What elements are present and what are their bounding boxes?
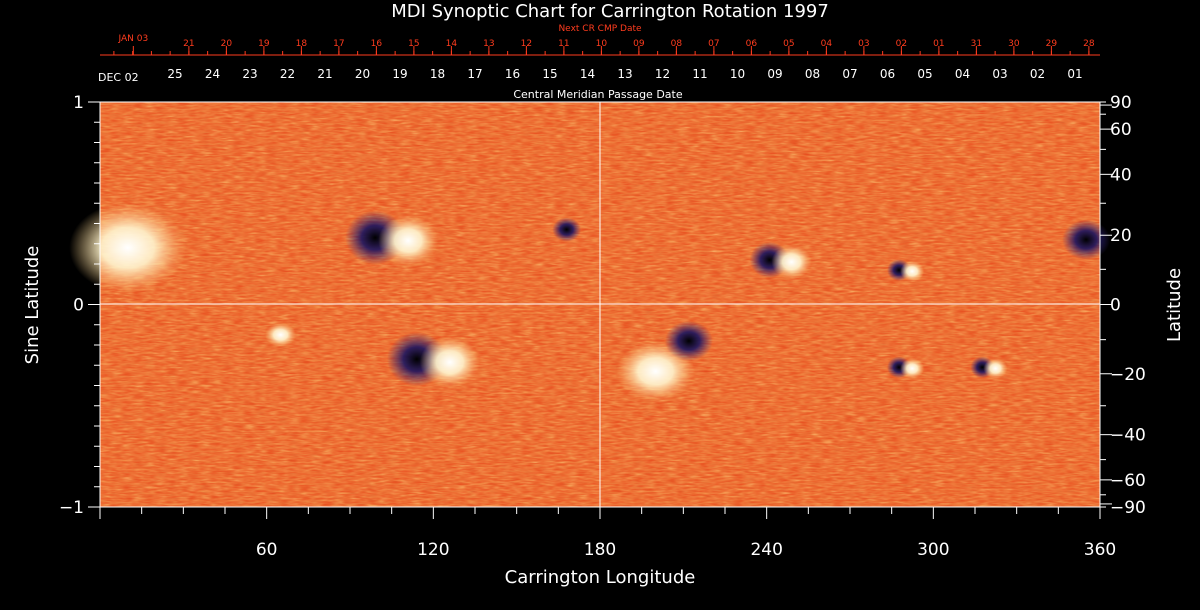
next-cr-date-label: 13 — [483, 39, 494, 49]
next-cr-date-label: 19 — [258, 39, 270, 49]
x-tick-label: 300 — [917, 540, 949, 560]
cmp-date-label: 17 — [467, 67, 482, 81]
next-cr-date-label: 15 — [408, 39, 419, 49]
next-cr-date-label: 06 — [746, 39, 758, 49]
cmp-date-label: 02 — [1030, 67, 1045, 81]
next-cr-date-label: 18 — [296, 39, 308, 49]
x-tick-label: 60 — [256, 540, 278, 560]
cmp-date-label: 14 — [580, 67, 595, 81]
cmp-axis-title: Central Meridian Passage Date — [513, 88, 682, 101]
active-region — [69, 202, 187, 293]
y-tick-label: 1 — [73, 93, 84, 113]
lat-tick-label: −20 — [1110, 365, 1146, 385]
next-cr-date-label: 08 — [671, 39, 683, 49]
cmp-date-label: 05 — [917, 67, 932, 81]
lat-tick-label: 40 — [1110, 165, 1132, 185]
y-axis-left: 1 0 −1 — [59, 93, 100, 518]
x-tick-label: 180 — [584, 540, 616, 560]
x-axis: 60 120 180 240 300 360 — [99, 507, 1116, 560]
next-cr-date-label: 11 — [558, 39, 569, 49]
x-tick-label: 360 — [1084, 540, 1116, 560]
cmp-date-label: 24 — [205, 67, 220, 81]
y-axis-right: 90 60 40 20 0 −20 −40 −60 −90 — [1100, 93, 1146, 518]
active-region — [264, 322, 297, 347]
next-cr-start-label: JAN 03 — [117, 34, 148, 44]
next-cr-date-label: 29 — [1046, 39, 1058, 49]
next-cr-date-label: 10 — [596, 39, 608, 49]
next-cr-date-label: 20 — [221, 39, 233, 49]
cmp-date-label: 19 — [392, 67, 407, 81]
cmp-date-label: 04 — [955, 67, 970, 81]
cmp-date-label: 08 — [805, 67, 820, 81]
lat-tick-label: 60 — [1110, 120, 1132, 140]
magnetogram-plot — [69, 101, 1111, 508]
next-cr-date-label: 16 — [371, 39, 383, 49]
next-cr-date-label: 02 — [896, 39, 907, 49]
cmp-date-label: 09 — [767, 67, 782, 81]
active-region — [970, 356, 1008, 379]
next-cr-date-label: 30 — [1008, 39, 1020, 49]
next-cr-date-axis: JAN 03 21 20 19 18 17 16 15 14 13 12 11 10 09 08 07 06 05… — [100, 34, 1100, 56]
lat-tick-label: −60 — [1110, 471, 1146, 491]
y-tick-label: −1 — [59, 498, 84, 518]
active-region — [386, 332, 480, 388]
x-tick-label: 240 — [750, 540, 782, 560]
y-tick-label: 0 — [73, 296, 84, 316]
active-region — [345, 210, 439, 267]
cmp-date-label: 03 — [992, 67, 1007, 81]
cmp-date-label: 18 — [430, 67, 445, 81]
next-cr-date-label: 01 — [933, 39, 944, 49]
cmp-date-label: 01 — [1067, 67, 1082, 81]
next-cr-date-label: 28 — [1083, 39, 1095, 49]
cmp-date-label: 10 — [730, 67, 745, 81]
next-cr-date-label: 17 — [333, 39, 344, 49]
next-cr-date-label: 31 — [971, 39, 982, 49]
active-region — [1062, 219, 1111, 260]
active-region — [664, 320, 713, 361]
next-cr-date-label: 21 — [183, 39, 194, 49]
lat-tick-label: 0 — [1110, 296, 1121, 316]
next-cr-date-label: 09 — [633, 39, 645, 49]
cmp-date-label: 13 — [617, 67, 632, 81]
next-cr-date-label: 05 — [783, 39, 794, 49]
y-axis-left-title: Sine Latitude — [22, 246, 43, 365]
next-cr-title: Next CR CMP Date — [558, 24, 642, 34]
cmp-date-label: 11 — [692, 67, 707, 81]
next-cr-date-label: 03 — [858, 39, 869, 49]
lat-tick-label: −40 — [1110, 426, 1146, 446]
cmp-date-label: 06 — [880, 67, 895, 81]
lat-tick-label: 20 — [1110, 226, 1132, 246]
lat-tick-label: 90 — [1110, 93, 1132, 113]
cmp-date-label: 25 — [167, 67, 182, 81]
x-tick-label: 120 — [417, 540, 449, 560]
next-cr-date-label: 12 — [521, 39, 532, 49]
lat-tick-label: −90 — [1110, 498, 1146, 518]
cmp-date-label: 20 — [355, 67, 370, 81]
cmp-date-axis: DEC 02 25 24 23 22 21 20 19 18 17 16 15 14 13 12 11 10 09… — [98, 67, 1083, 84]
cmp-date-label: 22 — [280, 67, 295, 81]
x-axis-title: Carrington Longitude — [505, 567, 696, 588]
cmp-date-label: 07 — [842, 67, 857, 81]
active-regions — [69, 202, 1111, 402]
cmp-date-label: 15 — [542, 67, 557, 81]
active-region — [749, 241, 812, 279]
cmp-date-label: 16 — [505, 67, 520, 81]
active-region — [552, 217, 582, 242]
y-axis-right-title: Latitude — [1164, 268, 1185, 342]
active-region — [886, 356, 925, 379]
cmp-date-label: 23 — [242, 67, 257, 81]
next-cr-date-label: 04 — [821, 39, 833, 49]
next-cr-date-label: 07 — [708, 39, 719, 49]
cmp-start-label: DEC 02 — [98, 71, 139, 84]
cmp-date-label: 12 — [655, 67, 670, 81]
cmp-date-label: 21 — [317, 67, 332, 81]
active-region — [886, 259, 925, 282]
chart-title: MDI Synoptic Chart for Carrington Rotati… — [391, 1, 829, 22]
next-cr-date-label: 14 — [446, 39, 458, 49]
